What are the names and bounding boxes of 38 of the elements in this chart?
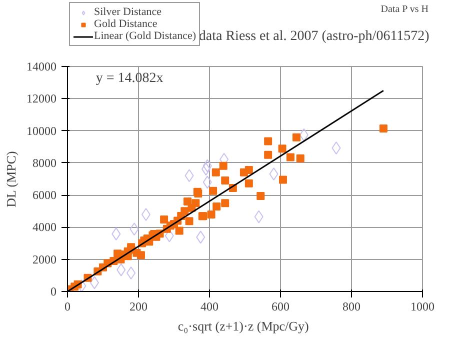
x-tick-label: 0 bbox=[64, 300, 70, 314]
point bbox=[141, 208, 150, 222]
point bbox=[164, 229, 174, 242]
point bbox=[116, 263, 126, 276]
point bbox=[254, 210, 264, 224]
point bbox=[90, 276, 99, 290]
point bbox=[269, 168, 278, 181]
y-tick-label: 4000 bbox=[32, 220, 56, 234]
point bbox=[201, 162, 210, 176]
x-axis-title: c₀·sqrt (z+1)·z (Mpc/Gy) bbox=[178, 318, 309, 334]
x-tick-label: 200 bbox=[130, 300, 148, 314]
chart-title: data Riess et al. 2007 (astro-ph/0611572) bbox=[198, 29, 430, 44]
point bbox=[202, 159, 212, 172]
y-tick-label: 0 bbox=[50, 284, 56, 298]
point bbox=[126, 266, 136, 280]
y-tick-label: 6000 bbox=[32, 188, 56, 202]
legend-label: Gold Distance bbox=[94, 18, 158, 30]
point bbox=[112, 227, 121, 240]
point bbox=[196, 230, 206, 244]
x-tick-label: 800 bbox=[342, 300, 360, 314]
annotation: y = 14.082x bbox=[96, 70, 164, 86]
y-tick-label: 12000 bbox=[26, 92, 56, 106]
point bbox=[332, 141, 341, 154]
y-tick-label: 8000 bbox=[32, 156, 56, 170]
legend-label: Silver Distance bbox=[94, 6, 162, 18]
point bbox=[130, 222, 139, 236]
y-axis-title: DL (MPC) bbox=[4, 151, 18, 208]
x-tick-label: 600 bbox=[272, 300, 290, 314]
legend-label: Linear (Gold Distance) bbox=[94, 30, 196, 42]
y-tick-label: 14000 bbox=[26, 60, 56, 74]
point bbox=[184, 169, 194, 182]
y-tick-label: 2000 bbox=[32, 252, 56, 266]
chart-subtitle: Data P vs H bbox=[380, 4, 428, 15]
y-tick-label: 10000 bbox=[26, 124, 56, 138]
x-tick-label: 1000 bbox=[410, 300, 434, 314]
x-tick-label: 400 bbox=[200, 300, 218, 314]
point bbox=[299, 128, 308, 142]
point bbox=[202, 176, 212, 189]
